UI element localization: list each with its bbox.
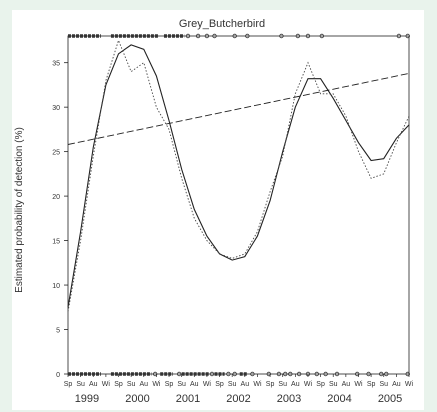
season-label: Su <box>127 381 136 388</box>
season-label: Au <box>342 381 351 388</box>
top-rug-point <box>396 33 402 39</box>
bottom-rug-point <box>276 371 282 377</box>
bottom-rug-point <box>209 371 215 377</box>
bottom-rug-point <box>334 371 340 377</box>
season-label: Au <box>190 381 199 388</box>
bottom-rug-point <box>305 371 311 377</box>
y-tick-label: 0 <box>56 372 60 379</box>
season-label: Wi <box>152 381 161 388</box>
bottom-rug-point <box>314 371 320 377</box>
detection-probability-chart: Grey_Butcherbird Estimated probability o… <box>14 18 414 405</box>
year-label: 2003 <box>277 393 301 405</box>
season-label: Su <box>76 381 85 388</box>
bottom-rug-point <box>283 371 288 377</box>
year-label: 2001 <box>176 393 200 405</box>
season-label: Au <box>392 381 401 388</box>
y-tick-label: 15 <box>52 239 60 246</box>
season-label: Wi <box>203 381 212 388</box>
season-label: Au <box>139 381 148 388</box>
plot-frame <box>67 35 410 375</box>
season-label: Sp <box>215 381 224 388</box>
y-tick-label: 10 <box>52 283 60 290</box>
chart-title: Grey_Butcherbird <box>179 18 265 30</box>
top-rug-point <box>212 33 217 39</box>
series-dotted-line <box>67 39 410 312</box>
season-label: Sp <box>64 381 73 388</box>
season-label: Wi <box>102 381 111 388</box>
top-rug-point <box>279 33 284 39</box>
season-label: Au <box>89 381 98 388</box>
season-label: Sp <box>114 381 123 388</box>
top-rug-point <box>319 33 325 39</box>
season-label: Sp <box>266 381 275 388</box>
bottom-rug-point <box>384 371 389 377</box>
season-label: Su <box>379 381 388 388</box>
season-label: Au <box>291 381 300 388</box>
year-label: 2005 <box>378 393 402 405</box>
season-label: Sp <box>316 381 325 388</box>
bottom-rug-point <box>379 371 384 377</box>
y-tick-label: 25 <box>52 150 60 157</box>
season-label: Su <box>177 381 186 388</box>
y-tick-label: 30 <box>52 105 60 112</box>
year-label: 2004 <box>327 393 351 405</box>
top-rug-point <box>245 33 250 39</box>
season-label: Wi <box>354 381 363 388</box>
bottom-rug-point <box>355 371 360 377</box>
bottom-rug-point <box>176 371 182 377</box>
year-label: 1999 <box>75 393 99 405</box>
chart-panel: Grey_Butcherbird Estimated probability o… <box>12 10 424 410</box>
season-label: Wi <box>253 381 262 388</box>
season-label: Wi <box>304 381 313 388</box>
season-label: Au <box>241 381 250 388</box>
top-rug-point <box>405 33 410 39</box>
season-label: Sp <box>165 381 174 388</box>
year-label: 2000 <box>125 393 149 405</box>
season-label: Sp <box>367 381 376 388</box>
bottom-rug-point <box>405 371 410 377</box>
bottom-rug-point <box>323 371 328 377</box>
top-rug-point <box>185 33 191 39</box>
top-rug-point <box>305 33 311 39</box>
top-rug-point <box>232 33 237 39</box>
top-rug-point <box>295 33 301 39</box>
season-label: Su <box>329 381 338 388</box>
season-label: Wi <box>405 381 414 388</box>
y-axis-label: Estimated probability of detection (%) <box>14 127 25 293</box>
top-rug-point <box>195 33 201 39</box>
bottom-rug-point <box>152 371 158 377</box>
bottom-rug-point <box>296 371 302 377</box>
y-tick-label: 35 <box>52 61 60 68</box>
bottom-rug-point <box>250 371 255 377</box>
bottom-rug-point <box>288 371 293 377</box>
top-rug-point <box>204 33 210 39</box>
y-tick-label: 20 <box>52 194 60 201</box>
bottom-rug-point <box>226 371 231 377</box>
series-dashed-line <box>67 72 410 145</box>
year-label: 2002 <box>226 393 250 405</box>
bottom-rug-point <box>366 371 371 377</box>
season-label: Su <box>228 381 237 388</box>
y-tick-label: 5 <box>56 328 60 335</box>
series-solid-line <box>67 44 410 308</box>
bottom-rug-point <box>266 371 272 377</box>
bottom-rug-point <box>232 371 237 377</box>
season-label: Su <box>278 381 287 388</box>
